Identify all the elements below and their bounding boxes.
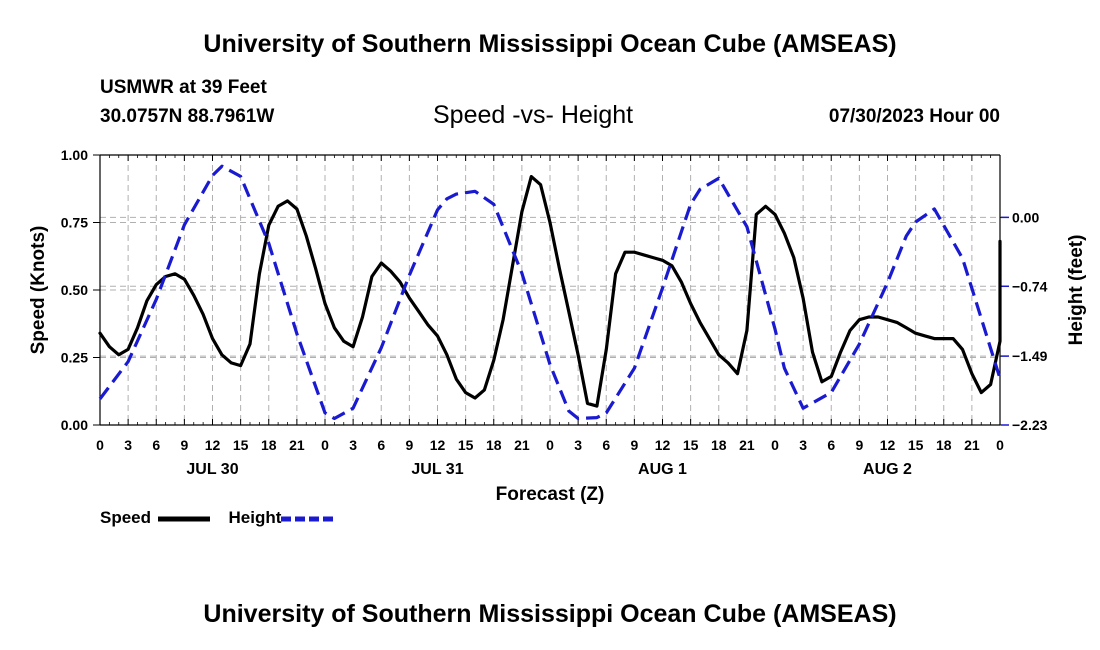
x-tick-label: 15: [683, 437, 699, 453]
y2-axis-title: Height (feet): [1066, 235, 1087, 346]
y2-tick-label: 0.00: [1012, 209, 1039, 225]
speed-series-line: [98, 175, 1002, 408]
legend: Speed Height: [100, 508, 337, 528]
legend-height-line: [281, 516, 334, 522]
x-tick-label: 6: [377, 437, 385, 453]
day-label: AUG 1: [638, 461, 687, 478]
x-tick-label: 0: [771, 437, 779, 453]
x-tick-label: 21: [514, 437, 530, 453]
x-tick-label: 3: [124, 437, 132, 453]
x-tick-label: 0: [546, 437, 554, 453]
x-tick-label: 9: [405, 437, 413, 453]
y-tick-label: 1.00: [61, 147, 88, 163]
chart-subtitle: Speed -vs- Height: [433, 101, 634, 129]
x-tick-label: 12: [430, 437, 446, 453]
y-tick-label: 0.25: [61, 350, 88, 366]
x-tick-label: 0: [996, 437, 1004, 453]
x-tick-label: 6: [827, 437, 835, 453]
day-label: JUL 30: [186, 461, 238, 478]
legend-height-label: Height: [228, 508, 282, 527]
y-tick-label: 0.75: [61, 215, 88, 231]
x-tick-label: 3: [574, 437, 582, 453]
x-tick-label: 18: [261, 437, 277, 453]
x-tick-label: 21: [964, 437, 980, 453]
x-tick-label: 6: [602, 437, 610, 453]
x-tick-label: 15: [908, 437, 924, 453]
x-tick-label: 9: [855, 437, 863, 453]
x-tick-label: 12: [880, 437, 896, 453]
x-tick-label: 12: [205, 437, 221, 453]
x-tick-label: 0: [321, 437, 329, 453]
x-tick-label: 3: [349, 437, 357, 453]
legend-speed-label: Speed: [100, 508, 152, 527]
x-tick-label: 12: [655, 437, 671, 453]
y-axis-title: Speed (Knots): [28, 226, 49, 355]
x-tick-label: 21: [289, 437, 305, 453]
x-tick-label: 3: [799, 437, 807, 453]
station-label: USMWR at 39 Feet: [100, 77, 267, 98]
y-tick-label: 0.00: [61, 417, 88, 433]
chart-title-bottom: University of Southern Mississippi Ocean…: [203, 600, 897, 628]
x-tick-label: 18: [711, 437, 727, 453]
height-series-line: [98, 164, 1002, 421]
x-tick-label: 15: [458, 437, 474, 453]
x-tick-label: 15: [233, 437, 249, 453]
x-axis-title: Forecast (Z): [496, 484, 605, 505]
y2-tick-label: −2.23: [1012, 417, 1048, 433]
x-tick-label: 9: [630, 437, 638, 453]
location-label: 30.0757N 88.7961W: [100, 106, 275, 127]
y2-tick-label: −1.49: [1012, 348, 1048, 364]
x-tick-label: 21: [739, 437, 755, 453]
y2-tick-label: −0.74: [1012, 278, 1048, 294]
x-tick-label: 9: [180, 437, 188, 453]
date-label: 07/30/2023 Hour 00: [828, 106, 1000, 127]
x-tick-label: 6: [152, 437, 160, 453]
legend-speed-line: [157, 516, 210, 522]
x-tick-label: 0: [96, 437, 104, 453]
y-tick-label: 0.50: [61, 282, 88, 298]
chart-title-top: University of Southern Mississippi Ocean…: [203, 30, 897, 58]
x-tick-label: 18: [936, 437, 952, 453]
day-label: AUG 2: [863, 461, 912, 478]
day-label: JUL 31: [411, 461, 463, 478]
x-tick-label: 18: [486, 437, 502, 453]
